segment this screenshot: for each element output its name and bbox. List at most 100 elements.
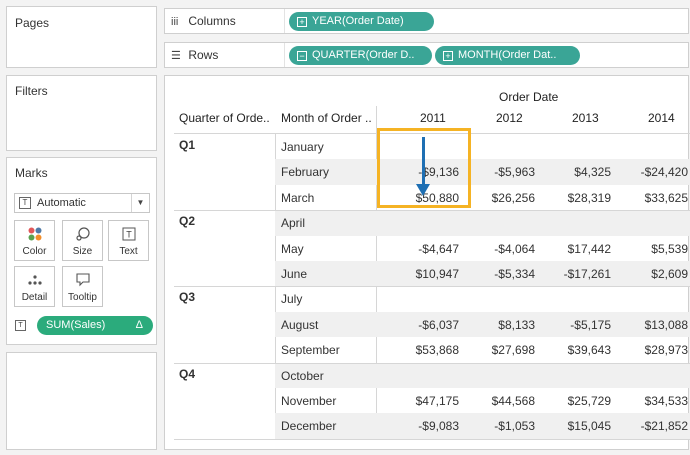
pages-shelf[interactable]: Pages [6, 6, 157, 68]
marks-field-row: T SUM(Sales) Δ [14, 316, 153, 335]
year-header[interactable]: 2013 [572, 111, 599, 125]
text-encoding-icon: T [15, 320, 26, 331]
filters-shelf[interactable]: Filters [6, 75, 157, 151]
sales-cell[interactable]: $10,947 [415, 267, 459, 281]
highlight-box [377, 128, 471, 208]
month-column-header[interactable]: Month of Order .. [281, 111, 372, 125]
year-header[interactable]: 2014 [648, 111, 675, 125]
expand-plus-icon: + [443, 51, 453, 61]
delta-icon: Δ [135, 319, 143, 331]
year-order-date-pill[interactable]: + YEAR(Order Date) [289, 12, 434, 31]
tooltip-icon [63, 272, 102, 288]
table-bottom-line [174, 438, 690, 440]
mark-type-label: Automatic [37, 197, 86, 209]
text-mark-icon: T [19, 197, 31, 209]
quarter-order-date-label: QUARTER(Order D.. [312, 49, 415, 61]
expand-plus-icon: + [297, 17, 307, 27]
sales-cell[interactable]: $17,442 [567, 241, 611, 256]
sales-cell[interactable]: $25,729 [567, 394, 611, 408]
color-button[interactable]: Color [14, 220, 55, 261]
month-label[interactable]: March [281, 190, 315, 205]
size-button[interactable]: Size [62, 220, 103, 261]
sales-cell[interactable]: $26,256 [491, 190, 535, 205]
tooltip-button[interactable]: Tooltip [62, 266, 103, 307]
shelf-divider [284, 9, 285, 33]
year-header[interactable]: 2011 [420, 111, 446, 125]
detail-button[interactable]: Detail [14, 266, 55, 307]
sales-cell[interactable]: $15,045 [567, 419, 611, 434]
sales-cell[interactable]: -$9,083 [418, 419, 459, 434]
sales-cell[interactable]: -$5,334 [494, 267, 535, 281]
sales-cell[interactable]: -$9,136 [418, 165, 459, 180]
month-label[interactable]: June [281, 267, 308, 281]
collapse-minus-icon: − [297, 51, 307, 61]
sales-cell[interactable]: $44,568 [491, 394, 535, 408]
sales-cell[interactable]: $34,533 [644, 394, 688, 408]
quarter-column-header[interactable]: Quarter of Orde.. [179, 111, 270, 125]
columns-shelf[interactable]: iii Columns + YEAR(Order Date) [164, 8, 689, 34]
quarter-label[interactable]: Q3 [179, 290, 196, 305]
text-icon: T [109, 226, 148, 242]
sales-cell[interactable]: -$21,852 [640, 419, 688, 434]
sales-cell[interactable]: -$4,064 [494, 241, 535, 256]
sum-sales-pill[interactable]: SUM(Sales) Δ [37, 316, 153, 335]
text-button[interactable]: T Text [108, 220, 149, 261]
sales-cell[interactable]: $5,539 [651, 241, 688, 256]
quarter-separator [174, 362, 690, 364]
month-label[interactable]: September [281, 343, 340, 358]
sales-cell[interactable]: -$1,053 [494, 419, 535, 434]
quarter-label[interactable]: Q2 [179, 214, 196, 229]
sales-cell[interactable]: -$4,647 [418, 241, 459, 256]
quarter-order-date-pill[interactable]: − QUARTER(Order D.. [289, 46, 432, 65]
year-header[interactable]: 2012 [496, 111, 523, 125]
row-band [275, 210, 690, 236]
sales-cell[interactable]: $53,868 [415, 343, 459, 358]
shelf-divider [284, 43, 285, 67]
rows-shelf[interactable]: ☰ Rows − QUARTER(Order D.. + MONTH(Order D… [164, 42, 689, 68]
columns-icon: iii [171, 16, 179, 28]
sales-cell[interactable]: $2,609 [651, 267, 688, 281]
row-band [275, 413, 690, 439]
sales-cell[interactable]: -$6,037 [418, 317, 459, 332]
month-label[interactable]: November [281, 394, 337, 408]
sales-cell[interactable]: -$24,420 [640, 165, 688, 180]
color-icon [15, 226, 54, 242]
filters-title: Filters [15, 84, 48, 98]
sales-cell[interactable]: $4,325 [574, 165, 611, 180]
quarter-label[interactable]: Q1 [179, 138, 196, 152]
sales-cell[interactable]: $8,133 [498, 317, 535, 332]
arrow-down-icon [416, 184, 430, 196]
sales-cell[interactable]: -$5,963 [494, 165, 535, 180]
sales-cell[interactable]: -$17,261 [563, 267, 611, 281]
columns-shelf-label: iii Columns [171, 14, 236, 28]
header-bottom-line [174, 133, 690, 134]
marks-title: Marks [15, 166, 48, 180]
mark-type-dropdown[interactable]: T Automatic ▼ [14, 193, 150, 213]
month-label[interactable]: February [281, 165, 330, 180]
sales-cell[interactable]: $33,625 [644, 190, 688, 205]
sum-sales-label: SUM(Sales) [46, 319, 106, 331]
chevron-down-icon: ▼ [131, 194, 149, 212]
quarter-separator [174, 210, 690, 212]
month-label[interactable]: July [281, 292, 303, 307]
sales-cell[interactable]: -$5,175 [570, 317, 611, 332]
month-order-date-pill[interactable]: + MONTH(Order Dat.. [435, 46, 580, 65]
month-label[interactable]: May [281, 241, 304, 256]
sales-cell[interactable]: $28,973 [644, 343, 688, 358]
sales-cell[interactable]: $39,643 [567, 343, 611, 358]
sales-cell[interactable]: $28,319 [567, 190, 611, 205]
month-label[interactable]: October [281, 368, 324, 383]
columns-label: Columns [188, 14, 236, 28]
sales-cell[interactable]: $47,175 [415, 394, 459, 408]
crosstab-view[interactable]: Order Date Quarter of Orde.. Month of Or… [164, 75, 690, 450]
month-label[interactable]: August [281, 317, 319, 332]
sales-cell[interactable]: $13,088 [644, 317, 688, 332]
quarter-label[interactable]: Q4 [179, 366, 196, 381]
rows-icon: ☰ [171, 50, 181, 62]
sales-cell[interactable]: $27,698 [491, 343, 535, 358]
detail-label: Detail [21, 292, 48, 303]
month-label[interactable]: December [281, 419, 337, 434]
month-label[interactable]: January [281, 140, 324, 154]
month-label[interactable]: April [281, 216, 306, 231]
